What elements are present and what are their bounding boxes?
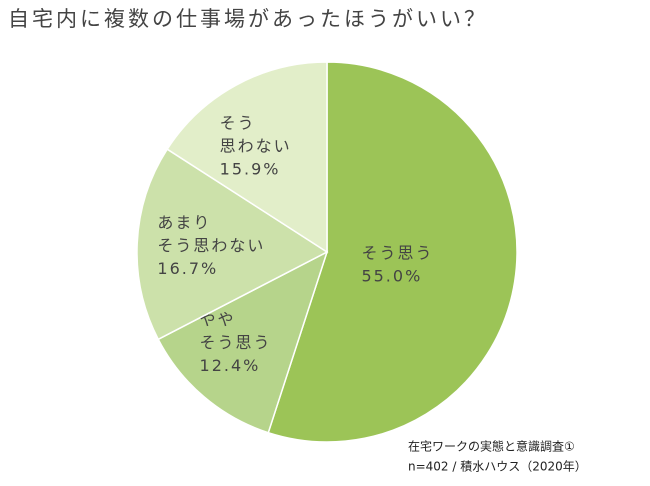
slice-label: そう思う	[361, 243, 433, 262]
slice-label: そう思う	[200, 333, 272, 352]
source-line: 在宅ワークの実態と意識調査①	[408, 439, 575, 454]
slice-label: 思わない	[220, 136, 292, 155]
pie-slice	[267, 61, 518, 443]
source-line: n=402 / 積水ハウス（2020年）	[408, 459, 587, 474]
value-label: 16.7%	[157, 259, 218, 278]
pie-slice	[136, 148, 329, 341]
slice-label: そう思わない	[157, 236, 265, 255]
slice-label: あまり	[157, 213, 211, 232]
slice-label: そう	[220, 113, 256, 132]
value-label: 55.0%	[361, 266, 422, 285]
pie-slice	[157, 250, 329, 434]
chart-title: 自宅内に複数の仕事場があったほうがいい？	[8, 7, 488, 31]
slice-label: やや	[200, 310, 236, 329]
pie-slice	[166, 61, 328, 254]
value-label: 12.4%	[200, 356, 261, 375]
value-label: 15.9%	[220, 159, 281, 178]
